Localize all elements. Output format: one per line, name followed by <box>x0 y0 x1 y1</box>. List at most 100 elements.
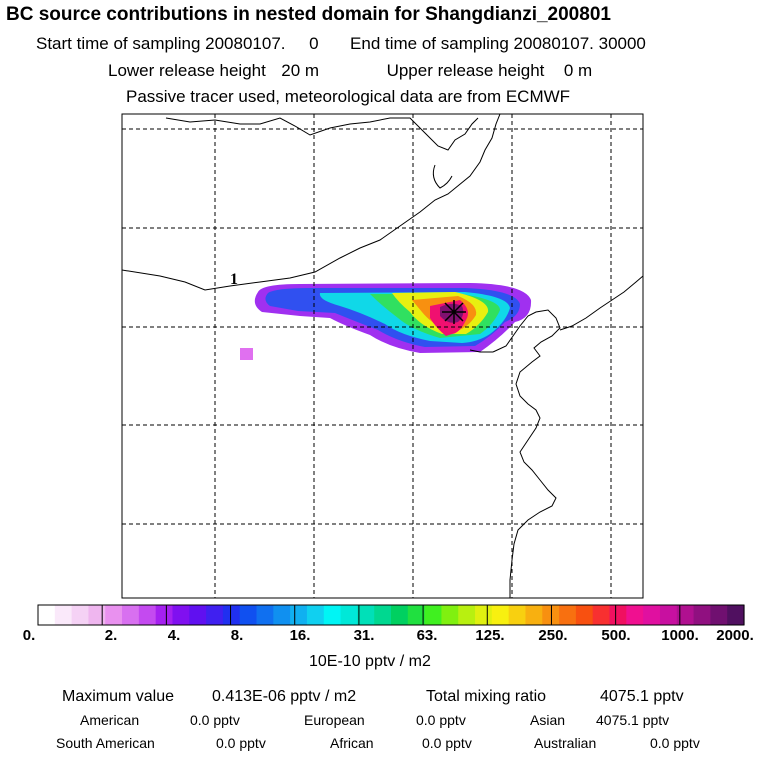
tick-label: 2. <box>104 627 118 644</box>
colorbar-cell <box>239 605 258 625</box>
receptor-marker <box>442 300 466 324</box>
colorbar-cell <box>659 605 678 625</box>
colorbar-unit: 10E-10 pptv / m2 <box>309 653 431 670</box>
sampling-times: Start time of sampling 20080107. 0 End t… <box>36 34 646 54</box>
colorbar-cell <box>693 605 711 625</box>
colorbar-cell <box>323 605 342 625</box>
colorbar-cell <box>340 605 358 625</box>
tick-label: 31. <box>353 627 375 644</box>
colorbar-cell <box>559 605 577 625</box>
colorbar-cell <box>222 605 241 625</box>
inner-coast <box>469 349 493 353</box>
tick-label: 8. <box>230 627 244 644</box>
tick-label: 0. <box>22 627 36 644</box>
region-name: Australian <box>534 735 597 751</box>
colorbar-cell <box>643 605 661 625</box>
colorbar-cell <box>189 605 207 625</box>
tracer-note: Passive tracer used, meteorological data… <box>126 87 571 106</box>
region-value: 4075.1 pptv <box>596 712 670 728</box>
border-line <box>122 114 501 291</box>
colorbar-cell <box>407 605 426 625</box>
colorbar-cell <box>122 605 140 625</box>
colorbar-cell <box>458 605 476 625</box>
tick-label: 16. <box>289 627 311 644</box>
end-value: 20080107. 30000 <box>513 34 646 53</box>
region-value: 0.0 pptv <box>216 735 266 751</box>
region-name: African <box>330 735 374 751</box>
lower-label: Lower release height <box>108 61 266 80</box>
region-value: 0.0 pptv <box>422 735 472 751</box>
colorbar-cell <box>306 605 325 625</box>
total-label: Total mixing ratio <box>426 688 547 705</box>
tick-label: 1000. <box>661 627 699 644</box>
colorbar-cell <box>475 605 493 625</box>
max-value: 0.413E-06 pptv / m2 <box>212 688 357 705</box>
colorbar-cell <box>676 605 695 625</box>
colorbar-cell <box>626 605 644 625</box>
upper-label: Upper release height <box>386 61 545 80</box>
map-grid <box>122 114 643 598</box>
colorbar-cell <box>357 605 375 625</box>
bay-coast <box>492 309 561 598</box>
colorbar-cell <box>88 605 106 625</box>
map-panel: 1 <box>121 113 644 599</box>
summary-row: Maximum value 0.413E-06 pptv / m2 Total … <box>0 688 768 710</box>
tick-label: 2000. <box>716 627 754 644</box>
region-value: 0.0 pptv <box>650 735 700 751</box>
tick-label: 125. <box>475 627 505 644</box>
start-value: 20080107. 0 <box>205 34 319 53</box>
start-label: Start time of sampling <box>36 34 201 53</box>
colorbar-cell <box>374 605 392 625</box>
tick-label: 250. <box>538 627 568 644</box>
regions-row-2: South American 0.0 pptv African 0.0 pptv… <box>0 735 768 755</box>
colorbar-cell <box>491 605 510 625</box>
regions-row-1: American 0.0 pptv European 0.0 pptv Asia… <box>0 712 768 732</box>
marker-stroke-4 <box>444 302 464 322</box>
coastlines <box>122 114 643 598</box>
east-coast <box>559 275 643 331</box>
colorbar-cell <box>155 605 174 625</box>
lower-value: 20 m <box>281 61 320 80</box>
colorbar-cell <box>206 605 224 625</box>
colorbar-cell <box>525 605 543 625</box>
region-value: 0.0 pptv <box>416 712 466 728</box>
tick-label: 500. <box>601 627 631 644</box>
colorbar-cell <box>38 605 56 625</box>
colorbar-cell <box>508 605 527 625</box>
colorbar-cell <box>273 605 291 625</box>
plot-title: BC source contributions in nested domain… <box>6 4 611 25</box>
end-label: End time of sampling <box>350 34 509 53</box>
region-name: American <box>80 712 140 728</box>
map-frame <box>121 113 644 599</box>
colorbar-cell <box>71 605 90 625</box>
release-heights: Lower release height 20 m Upper release … <box>108 61 592 81</box>
contour-label: 1 <box>230 271 238 288</box>
colorbar <box>37 604 745 626</box>
region-name: European <box>304 712 365 728</box>
upper-value: 0 m <box>563 61 593 80</box>
colorbar-cell <box>710 605 728 625</box>
colorbar-cell <box>441 605 459 625</box>
colorbar-cell <box>290 605 308 625</box>
colorbar-cell <box>105 605 123 625</box>
colorbar-cell <box>256 605 274 625</box>
tick-label: 4. <box>167 627 181 644</box>
northern-coast <box>165 117 479 151</box>
peninsula-coast <box>432 164 453 189</box>
colorbar-cell <box>54 605 73 625</box>
colorbar-cell <box>391 605 409 625</box>
colorbar-frame <box>37 604 745 626</box>
colorbar-cell <box>609 605 627 625</box>
region-value: 0.0 pptv <box>190 712 240 728</box>
tick-label: 63. <box>416 627 438 644</box>
colorbar-cell <box>727 605 745 625</box>
colorbar-cells <box>38 605 745 625</box>
colorbar-cell <box>138 605 157 625</box>
colorbar-dividers <box>101 605 681 625</box>
isolated-patch <box>240 348 253 360</box>
colorbar-cell <box>424 605 443 625</box>
region-name: South American <box>56 735 155 751</box>
colorbar-cell <box>172 605 190 625</box>
concentration-plume <box>240 283 532 360</box>
colorbar-cell <box>592 605 611 625</box>
